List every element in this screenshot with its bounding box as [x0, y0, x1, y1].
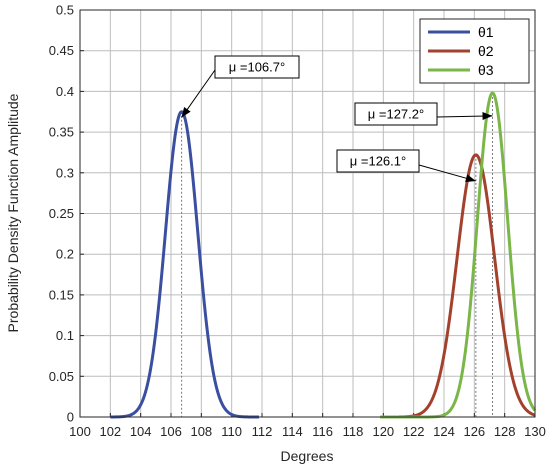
x-tick-labels: 100 102 104 106 108 110 112 114 116 118 120 122 124 1… — [69, 424, 546, 439]
x-tick-label: 130 — [524, 424, 546, 439]
x-tick-label: 102 — [99, 424, 121, 439]
annotation-text-1: μ =106.7° — [229, 60, 285, 75]
y-tick-labels: 0 0.05 0.1 0.15 0.2 0.25 0.3 0.35 0.4 0.45 0.5 — [49, 3, 74, 425]
y-tick-label: 0.3 — [56, 165, 74, 180]
x-tick-label: 124 — [433, 424, 455, 439]
x-tick-label: 122 — [403, 424, 425, 439]
y-tick-label: 0.35 — [49, 125, 74, 140]
y-axis-label: Probability Density Function Amplitude — [5, 93, 21, 332]
annotation-text-2: μ =127.2° — [368, 107, 424, 122]
annotation-arrowhead-2 — [482, 112, 493, 121]
x-tick-label: 100 — [69, 424, 91, 439]
annotation-arrowhead-3 — [465, 174, 476, 183]
y-tick-label: 0.15 — [49, 287, 74, 302]
legend: θ1 θ2 θ3 — [419, 18, 530, 84]
annotation-box-3 — [336, 149, 420, 173]
y-tick-label: 0.1 — [56, 328, 74, 343]
legend-label-1: θ1 — [478, 24, 494, 40]
y-tick-label: 0 — [67, 410, 74, 425]
x-tick-label: 128 — [494, 424, 516, 439]
x-tick-label: 104 — [130, 424, 152, 439]
x-tick-label: 112 — [252, 424, 273, 439]
y-tick-label: 0.25 — [49, 206, 74, 221]
annotation-box-2 — [354, 102, 438, 126]
y-tick-label: 0.05 — [49, 369, 74, 384]
legend-label-3: θ3 — [478, 62, 494, 78]
annotations: μ =106.7° μ =127.2° μ =126.1° — [181, 55, 493, 183]
y-tick-label: 0.5 — [56, 3, 74, 18]
x-axis-label: Degrees — [281, 448, 334, 464]
mean-lines — [181, 93, 494, 417]
x-tick-label: 116 — [312, 424, 333, 439]
series-line-1 — [109, 110, 260, 419]
x-tick-label: 120 — [372, 424, 394, 439]
x-tick-label: 110 — [221, 424, 242, 439]
x-tick-label: 118 — [343, 424, 364, 439]
annotation-arrowhead-1 — [181, 106, 191, 118]
plot-border — [79, 9, 536, 418]
y-tick-label: 0.4 — [56, 84, 74, 99]
legend-label-2: θ2 — [478, 43, 494, 59]
x-tick-label: 114 — [282, 424, 303, 439]
x-tick-label: 126 — [463, 424, 485, 439]
x-tick-label: 108 — [190, 424, 212, 439]
x-tick-label: 106 — [160, 424, 182, 439]
grid — [79, 9, 536, 418]
annotation-text-3: μ =126.1° — [350, 154, 406, 169]
y-tick-label: 0.45 — [49, 43, 74, 58]
y-tick-label: 0.2 — [56, 247, 74, 262]
annotation-box-1 — [214, 55, 300, 79]
